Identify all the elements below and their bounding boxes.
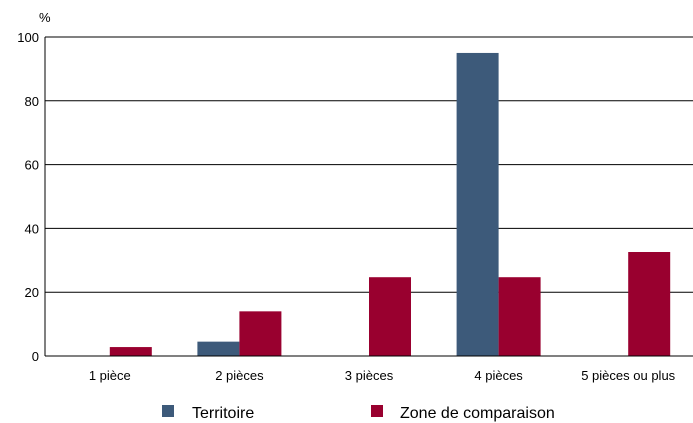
y-tick-label: 60 bbox=[25, 158, 39, 173]
y-tick-labels: 0 20 40 60 80 100 bbox=[17, 30, 39, 364]
x-tick-label: 3 pièces bbox=[345, 368, 394, 383]
y-axis-unit-label: % bbox=[39, 10, 51, 25]
y-tick-label: 100 bbox=[17, 30, 39, 45]
legend-swatch bbox=[162, 405, 174, 417]
x-tick-label: 5 pièces ou plus bbox=[581, 368, 675, 383]
x-tick-label: 2 pièces bbox=[215, 368, 264, 383]
bar-zone-de-comparaison bbox=[498, 277, 541, 356]
bar-zone-de-comparaison bbox=[628, 252, 671, 356]
y-tick-label: 20 bbox=[25, 285, 39, 300]
y-tick-label: 80 bbox=[25, 94, 39, 109]
x-tick-labels: 1 pièce 2 pièces 3 pièces 4 pièces 5 pièces … bbox=[89, 368, 676, 383]
y-tick-label: 0 bbox=[32, 349, 39, 364]
bar-territoire bbox=[197, 341, 240, 356]
legend: Territoire Zone de comparaison bbox=[162, 405, 555, 422]
x-tick-label: 4 pièces bbox=[474, 368, 523, 383]
bars bbox=[109, 52, 671, 356]
bar-zone-de-comparaison bbox=[109, 347, 152, 356]
bar-territoire bbox=[456, 52, 499, 356]
y-tick-label: 40 bbox=[25, 221, 39, 236]
x-tick-label: 1 pièce bbox=[89, 368, 131, 383]
bar-zone-de-comparaison bbox=[239, 311, 282, 356]
legend-swatch bbox=[371, 405, 383, 417]
bar-zone-de-comparaison bbox=[369, 277, 411, 356]
legend-label: Territoire bbox=[192, 405, 254, 422]
legend-label: Zone de comparaison bbox=[400, 405, 555, 422]
axes bbox=[44, 37, 693, 357]
